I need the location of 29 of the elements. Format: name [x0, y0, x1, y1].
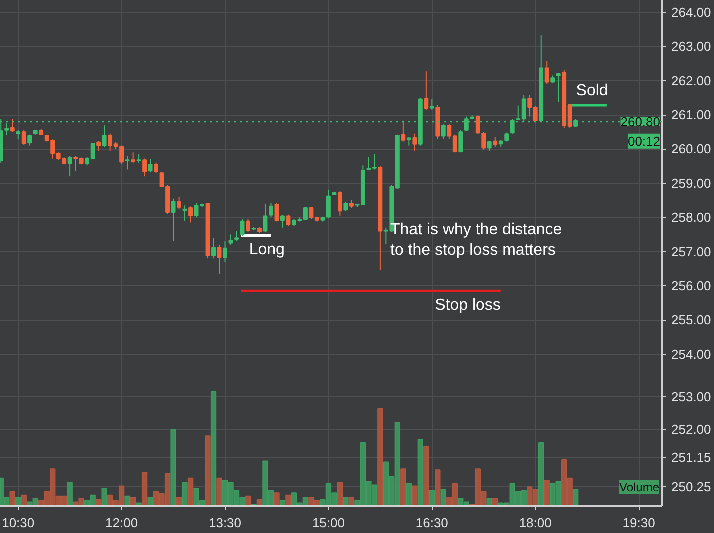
x-tick-label: 16:30 — [416, 516, 448, 530]
x-tick-label: 19:30 — [622, 516, 656, 530]
y-tick-label: 256.00 — [672, 278, 712, 294]
y-tick-label: 260.00 — [672, 142, 712, 157]
x-tick-label: 18:00 — [519, 516, 552, 530]
annotation: 00:12 — [628, 134, 661, 149]
y-tick-label: 258.00 — [672, 210, 712, 226]
y-tick-label: 264.00 — [672, 4, 712, 20]
x-tick-label: 15:00 — [312, 516, 345, 530]
text: Volume — [619, 480, 660, 494]
x-tick-label: 13:30 — [208, 516, 242, 530]
y-tick-label: 257.00 — [672, 244, 712, 260]
x-tick-label: 12:00 — [106, 516, 138, 530]
y2-tick-label: 252.00 — [672, 422, 712, 438]
y2-tick-label: 253.00 — [672, 389, 712, 404]
series-label: Sold — [576, 82, 608, 100]
series-label: Long — [249, 242, 285, 259]
series-label: Stop loss — [435, 297, 501, 314]
y2-tick-label: 250.25 — [672, 479, 712, 494]
y2-tick-label: 251.15 — [672, 450, 712, 465]
y-tick-label: 254.00 — [672, 346, 712, 362]
y-tick-label: 262.00 — [672, 73, 712, 88]
y-tick-label: 261.00 — [672, 108, 712, 123]
y-tick-label: 259.00 — [672, 176, 712, 191]
annotation: That is why the distance to the stop loss matters — [390, 222, 562, 259]
y-tick-label: 263.00 — [672, 39, 712, 54]
x-tick-label: 10:30 — [2, 516, 35, 530]
y-tick-label: 255.00 — [672, 312, 712, 328]
ref-line-label: 260.80 — [620, 114, 661, 130]
